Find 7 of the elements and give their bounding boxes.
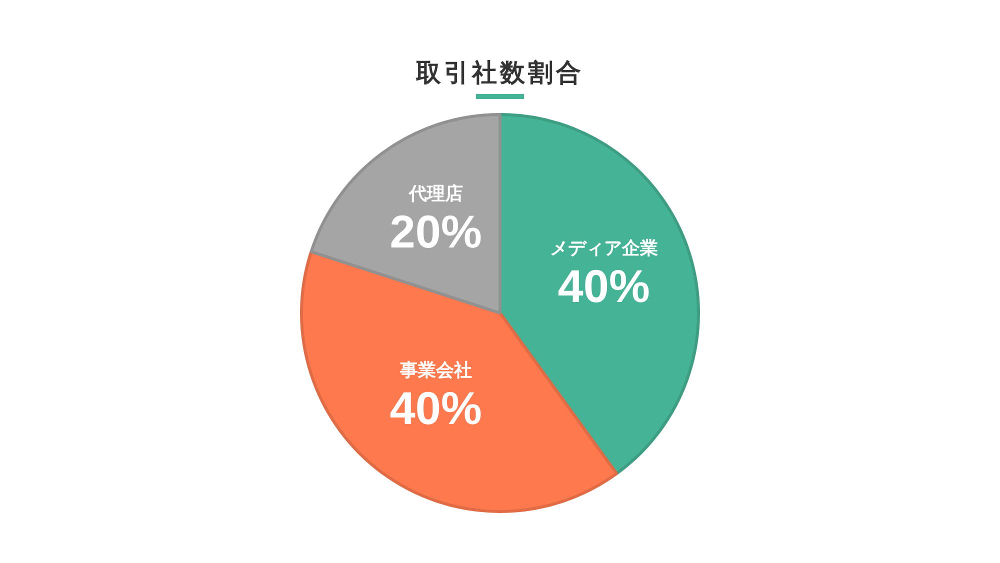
slice-label: 代理店 bbox=[408, 183, 463, 204]
data-label: 40% bbox=[390, 382, 482, 434]
slice-label: 事業会社 bbox=[398, 360, 472, 381]
slice-label: メディア企業 bbox=[550, 238, 658, 259]
data-label: 20% bbox=[390, 205, 482, 258]
data-label: 40% bbox=[558, 260, 650, 312]
chart-title: 取引社数割合 bbox=[414, 57, 585, 89]
